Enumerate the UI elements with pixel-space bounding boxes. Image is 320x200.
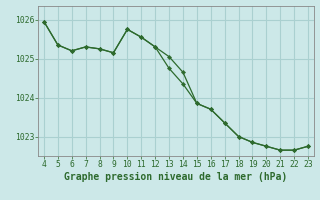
X-axis label: Graphe pression niveau de la mer (hPa): Graphe pression niveau de la mer (hPa) <box>64 172 288 182</box>
